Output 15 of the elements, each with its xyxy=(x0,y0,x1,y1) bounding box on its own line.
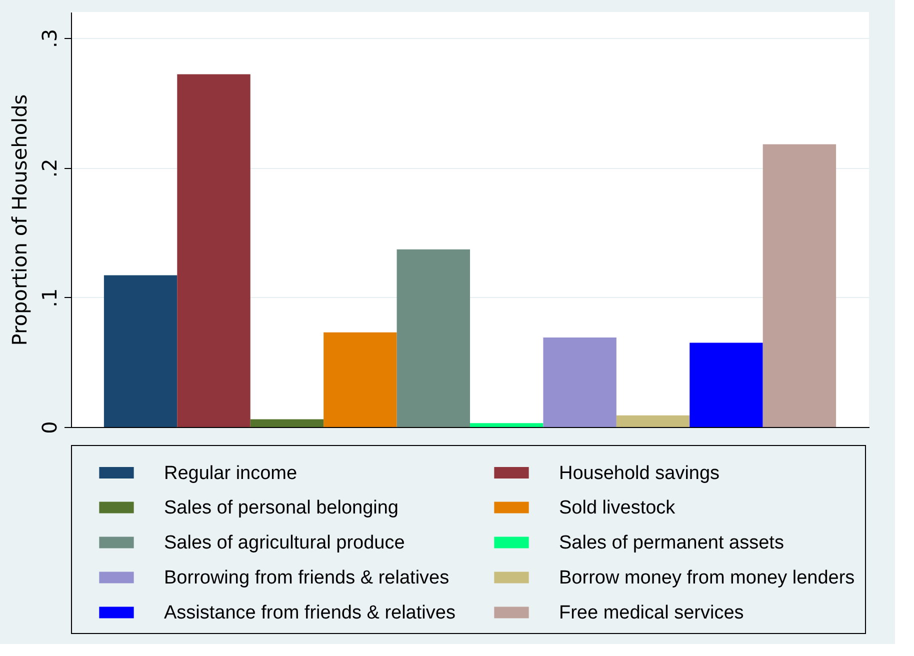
legend-label: Borrowing from friends & relatives xyxy=(164,568,450,588)
y-tick-label: .3 xyxy=(38,28,62,48)
legend-label: Sold livestock xyxy=(559,498,676,518)
y-tick-label: 0 xyxy=(38,421,62,434)
legend-label: Assistance from friends & relatives xyxy=(164,602,456,624)
legend-label: Sales of agricultural produce xyxy=(164,532,405,554)
legend-label: Sales of permanent assets xyxy=(559,532,784,554)
legend-label: Borrow money from money lenders xyxy=(559,568,855,588)
legend-label: Household savings xyxy=(559,462,720,484)
legend-label: Sales of personal belonging xyxy=(164,498,399,518)
legend-label: Free medical services xyxy=(559,602,744,624)
y-tick-label: .1 xyxy=(38,288,62,308)
y-tick-label: .2 xyxy=(38,158,62,178)
legend-label: Regular income xyxy=(164,462,298,484)
y-axis-title: Proportion of Households xyxy=(8,94,32,346)
